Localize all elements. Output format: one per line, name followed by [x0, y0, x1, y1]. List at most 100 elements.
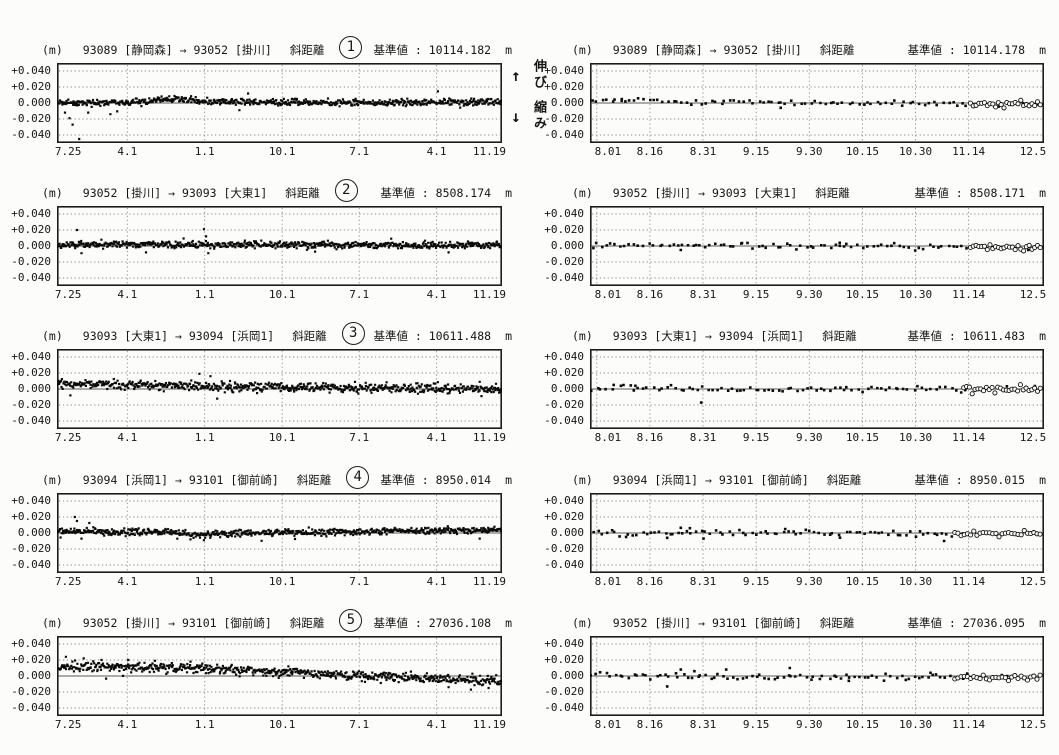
- x-axis-labels: 8.01 8.16 8.31 9.15 9.30 10.15 10.30 11.14 12.5: [590, 573, 1047, 588]
- x-axis-tick-label: 8.31: [689, 431, 717, 445]
- chart-header: (m) 93093 [大東1] → 93094 [浜岡1] 斜距離 3 基準値 …: [0, 322, 528, 349]
- down-arrow-icon: ↓: [511, 106, 521, 126]
- chart-panel-left-2: (m) 93052 [掛川] → 93093 [大東1] 斜距離 2 基準値 :…: [0, 179, 528, 302]
- chart-panel-right-4: (m) 93094 [浜岡1] → 93101 [御前崎] 斜距離 基準値 : …: [531, 467, 1059, 588]
- plot-row: +0.040 +0.020 0.000 -0.020 -0.040 8.01 8.16 8.…: [531, 349, 1059, 444]
- y-axis-tick-label: +0.020: [11, 652, 51, 666]
- y-axis-tick-label: 0.000: [17, 668, 51, 682]
- y-axis-tick-label: +0.020: [544, 80, 584, 93]
- measure-label: 斜距離: [826, 472, 862, 487]
- x-axis-tick-label: 10.30: [898, 145, 933, 158]
- x-axis-tick-label: 7.25: [54, 431, 82, 445]
- x-axis-tick-label: 4.1: [117, 288, 138, 302]
- x-axis-tick-label: 9.30: [796, 145, 823, 158]
- measure-label: 斜距離: [296, 472, 332, 487]
- plot-area: 8.01 8.16 8.31 9.15 9.30 10.15 10.30 11.14 12.5: [590, 492, 1047, 588]
- x-axis-tick-label: 10.15: [845, 431, 879, 445]
- x-axis-tick-label: 9.30: [796, 288, 823, 302]
- x-axis-tick-label: 10.30: [898, 717, 933, 731]
- y-axis-tick-label: +0.040: [544, 64, 584, 77]
- x-axis-tick-label: 10.30: [898, 574, 933, 588]
- x-axis-tick-label: 1.1: [194, 431, 215, 445]
- plot-row: +0.040 +0.020 0.000 -0.020 -0.040 8.01 8.16 8.…: [531, 63, 1059, 158]
- x-axis-tick-label: 8.16: [636, 145, 664, 158]
- chart-header: (m) 93093 [大東1] → 93094 [浜岡1] 斜距離 基準値 : …: [531, 323, 1059, 349]
- plot-area: 7.25 4.1 1.1 10.1 7.1 4.1 11.19: [55, 635, 506, 731]
- plot-area: 8.01 8.16 8.31 9.15 9.30 10.15 10.30 11.14 12.5: [590, 206, 1047, 302]
- reference-label: 基準値 :: [907, 615, 956, 630]
- unit-label: m: [505, 43, 512, 57]
- y-axis-tick-label: -0.040: [544, 700, 584, 714]
- y-axis-tick-label: +0.040: [11, 207, 51, 221]
- x-axis-tick-label: 8.31: [689, 288, 717, 302]
- x-axis-tick-label: 4.1: [426, 574, 447, 588]
- reference-value: 8508.174: [435, 186, 492, 201]
- reference-value: 10611.488: [428, 329, 492, 344]
- y-axis-tick-label: +0.020: [11, 366, 51, 380]
- x-axis-tick-label: 12.5: [1019, 145, 1047, 158]
- y-axis-tick-label: +0.040: [11, 636, 51, 650]
- y-axis-tick-label: -0.040: [544, 271, 584, 285]
- x-axis-tick-label: 11.14: [952, 431, 986, 445]
- y-axis-unit: (m): [42, 186, 63, 201]
- measure-label: 斜距離: [819, 615, 855, 630]
- reference-group: 基準値 : 10114.178: [907, 43, 1025, 57]
- y-axis-labels: +0.040 +0.020 0.000 -0.020 -0.040: [0, 493, 57, 573]
- plot-area: 8.01 8.16 8.31 9.15 9.30 10.15 10.30 11.14 12.5: [590, 635, 1047, 731]
- y-axis-labels: +0.040 +0.020 0.000 -0.020 -0.040: [531, 493, 590, 573]
- x-axis-labels: 7.25 4.1 1.1 10.1 7.1 4.1 11.19: [55, 573, 506, 588]
- y-axis-tick-label: -0.020: [544, 541, 584, 555]
- x-axis-tick-label: 9.15: [742, 717, 770, 731]
- x-axis-tick-label: 9.15: [742, 145, 770, 158]
- x-axis-tick-label: 10.15: [845, 145, 879, 158]
- x-axis-tick-label: 8.16: [636, 574, 664, 588]
- shrink-annotation-row: ↓ 縮み: [511, 100, 557, 132]
- y-axis-unit: (m): [572, 43, 593, 57]
- chart-header: (m) 93094 [浜岡1] → 93101 [御前崎] 斜距離 基準値 : …: [531, 467, 1059, 493]
- y-axis-labels: +0.040 +0.020 0.000 -0.020 -0.040: [0, 63, 57, 143]
- x-axis-tick-label: 12.5: [1019, 288, 1047, 302]
- unit-label: m: [505, 472, 512, 487]
- x-axis-tick-label: 4.1: [426, 145, 447, 158]
- chart-title: 93089 [静岡森] → 93052 [掛川]: [82, 43, 272, 57]
- y-axis-labels: +0.040 +0.020 0.000 -0.020 -0.040: [0, 636, 57, 716]
- y-axis-tick-label: +0.040: [544, 207, 584, 221]
- y-axis-tick-label: +0.040: [11, 350, 51, 364]
- y-axis-labels: +0.040 +0.020 0.000 -0.020 -0.040: [531, 206, 590, 286]
- chart-panel-left-1: (m) 93089 [静岡森] → 93052 [掛川] 斜距離 1 基準値 :…: [0, 36, 528, 158]
- x-axis-tick-label: 4.1: [117, 574, 138, 588]
- reference-label: 基準値 :: [914, 472, 963, 487]
- reference-label: 基準値 :: [914, 186, 963, 201]
- measure-label: 斜距離: [822, 329, 857, 344]
- x-axis-tick-label: 8.01: [594, 431, 622, 445]
- y-axis-unit: (m): [572, 186, 593, 201]
- reference-group: 基準値 : 10611.488: [373, 329, 491, 343]
- scatter-plot: [590, 63, 1044, 143]
- chart-panel-left-3: (m) 93093 [大東1] → 93094 [浜岡1] 斜距離 3 基準値 …: [0, 322, 528, 445]
- reference-value: 27036.095: [962, 615, 1026, 630]
- measure-label: 斜距離: [289, 43, 325, 57]
- measure-label: 斜距離: [819, 43, 855, 57]
- reference-value: 10114.178: [962, 43, 1026, 57]
- reference-group: 基準値 : 10114.182: [373, 43, 491, 57]
- x-axis-tick-label: 8.16: [636, 717, 664, 731]
- x-axis-tick-label: 7.25: [54, 145, 82, 158]
- x-axis-tick-label: 12.5: [1019, 717, 1047, 731]
- reference-label: 基準値 :: [373, 43, 422, 57]
- chart-title: 93089 [静岡森] → 93052 [掛川]: [612, 43, 802, 57]
- unit-label: m: [505, 186, 512, 201]
- x-axis-tick-label: 11.19: [472, 431, 506, 445]
- x-axis-tick-label: 11.14: [952, 574, 986, 588]
- y-axis-tick-label: +0.040: [11, 493, 51, 507]
- x-axis-tick-label: 9.30: [796, 431, 823, 445]
- y-axis-tick-label: -0.020: [11, 541, 51, 555]
- y-axis-tick-label: -0.020: [11, 684, 51, 698]
- chart-title: 93052 [掛川] → 93093 [大東1]: [82, 186, 268, 201]
- shrink-label: 縮み: [531, 100, 546, 132]
- unit-label: m: [1039, 186, 1046, 201]
- chart-number-badge: 1: [339, 36, 363, 59]
- x-axis-tick-label: 7.25: [54, 288, 82, 302]
- unit-label: m: [1039, 329, 1046, 344]
- y-axis-tick-label: -0.040: [11, 128, 51, 141]
- reference-group: 基準値 : 10611.483: [907, 329, 1025, 343]
